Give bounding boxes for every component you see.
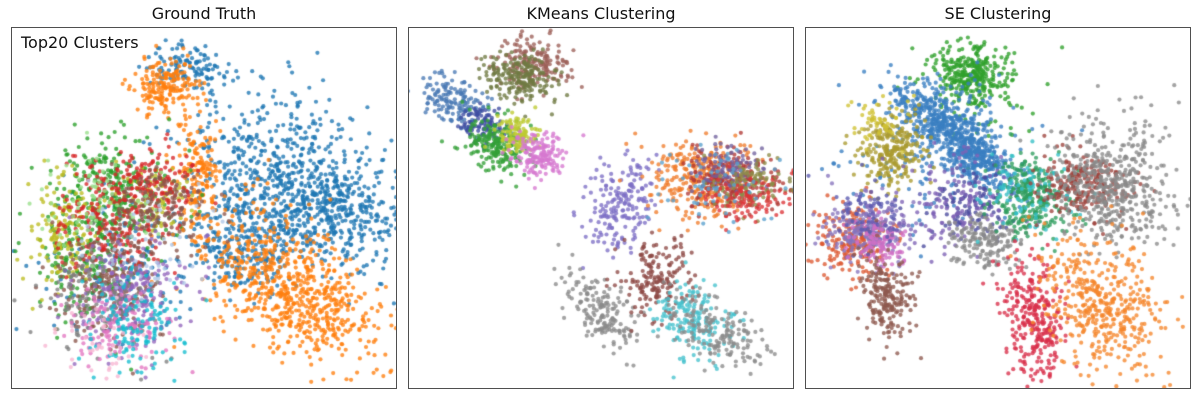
panel-title-ground-truth: Ground Truth (151, 4, 257, 23)
panel-kmeans: KMeans Clustering (408, 0, 794, 400)
panel-title-se: SE Clustering (944, 4, 1052, 23)
annotation-top20-clusters: Top20 Clusters (21, 33, 139, 52)
scatter-canvas-kmeans (409, 28, 793, 388)
scatter-canvas-se (806, 28, 1190, 388)
plot-area-ground-truth: Top20 Clusters (11, 27, 397, 389)
panel-ground-truth: Ground Truth Top20 Clusters (11, 0, 397, 400)
scatter-canvas-ground-truth (12, 28, 396, 388)
panel-se: SE Clustering (805, 0, 1191, 400)
plot-area-se (805, 27, 1191, 389)
plot-area-kmeans (408, 27, 794, 389)
panel-title-kmeans: KMeans Clustering (526, 4, 676, 23)
